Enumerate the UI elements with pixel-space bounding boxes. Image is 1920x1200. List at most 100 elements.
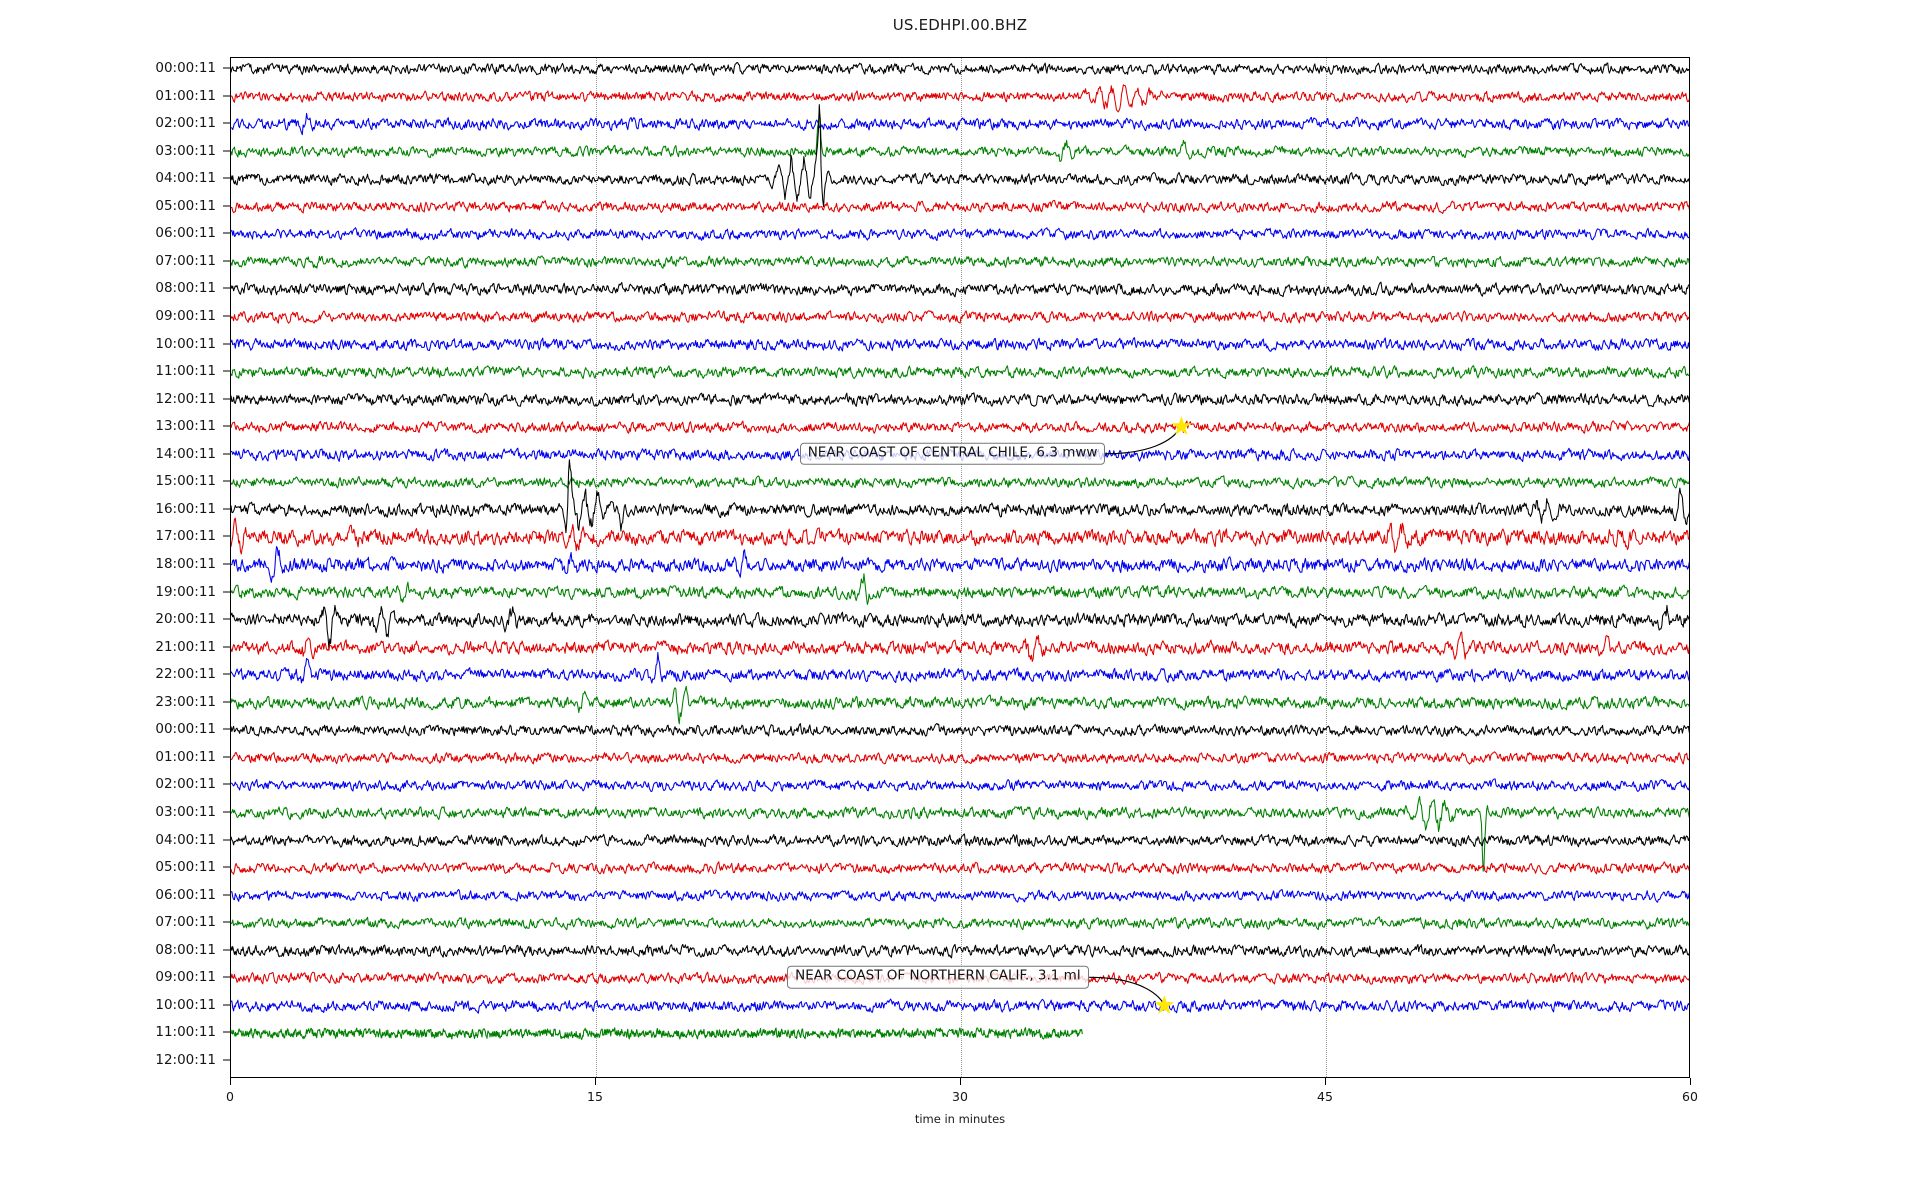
y-tick-mark-26 — [223, 783, 231, 785]
y-tick-mark-20 — [223, 618, 231, 620]
y-tick-label-20: 20:00:11 — [155, 611, 216, 628]
x-axis-label: time in minutes — [914, 1112, 1006, 1126]
y-tick-label-18: 18:00:11 — [155, 556, 216, 572]
y-tick-mark-34 — [223, 1004, 231, 1006]
event-star-icon-norcal-event[interactable]: ★ — [1153, 990, 1176, 1020]
y-tick-mark-7 — [223, 260, 231, 262]
trace-row-9 — [231, 310, 1689, 324]
trace-row-3 — [231, 112, 1689, 162]
trace-row-5 — [231, 199, 1689, 214]
x-tick-label-15: 15 — [587, 1089, 603, 1104]
y-tick-mark-22 — [223, 673, 231, 675]
annotation-chile-event[interactable]: NEAR COAST OF CENTRAL CHILE, 6.3 mww — [799, 442, 1106, 466]
y-tick-mark-33 — [223, 976, 231, 978]
trace-row-22 — [231, 652, 1689, 684]
trace-row-27 — [231, 796, 1689, 872]
y-tick-label-12: 12:00:11 — [155, 390, 216, 407]
y-tick-label-2: 02:00:11 — [155, 115, 216, 132]
trace-row-4 — [231, 104, 1689, 208]
y-tick-label-8: 08:00:11 — [155, 280, 216, 297]
y-tick-mark-32 — [223, 949, 231, 951]
y-tick-mark-1 — [223, 95, 231, 97]
trace-row-19 — [231, 573, 1689, 605]
trace-row-34 — [231, 998, 1689, 1014]
trace-row-2 — [231, 112, 1689, 136]
trace-row-18 — [231, 546, 1689, 583]
y-tick-label-10: 10:00:11 — [155, 335, 216, 352]
trace-row-7 — [231, 255, 1689, 269]
y-tick-mark-23 — [223, 701, 231, 703]
y-tick-label-17: 17:00:11 — [155, 528, 216, 545]
y-tick-mark-29 — [223, 866, 231, 868]
y-tick-label-22: 22:00:11 — [155, 666, 216, 683]
trace-row-26 — [231, 778, 1689, 793]
x-tick-mark-45 — [1325, 1078, 1326, 1085]
y-tick-mark-24 — [223, 728, 231, 730]
x-tick-label-0: 0 — [226, 1089, 234, 1104]
trace-row-13 — [231, 420, 1689, 434]
y-tick-mark-18 — [223, 563, 231, 565]
y-tick-label-14: 14:00:11 — [155, 445, 216, 462]
y-tick-label-1: 01:00:11 — [155, 87, 216, 104]
x-tick-label-60: 60 — [1682, 1089, 1698, 1104]
y-tick-label-0: 00:00:11 — [155, 60, 216, 76]
y-tick-mark-21 — [223, 646, 231, 648]
y-tick-label-29: 05:00:11 — [155, 859, 216, 876]
trace-row-0 — [231, 61, 1689, 76]
trace-row-24 — [231, 722, 1689, 738]
trace-row-25 — [231, 751, 1689, 765]
y-tick-mark-12 — [223, 398, 231, 400]
y-tick-mark-30 — [223, 894, 231, 896]
y-tick-mark-8 — [223, 287, 231, 289]
trace-row-21 — [231, 631, 1689, 662]
y-tick-label-9: 09:00:11 — [155, 308, 216, 324]
y-tick-mark-13 — [223, 425, 231, 427]
y-tick-mark-11 — [223, 370, 231, 372]
y-tick-mark-4 — [223, 177, 231, 179]
y-tick-label-30: 06:00:11 — [155, 886, 216, 903]
y-tick-mark-2 — [223, 122, 231, 124]
y-tick-label-7: 07:00:11 — [155, 252, 216, 269]
trace-row-6 — [231, 227, 1689, 242]
page-title: US.EDHPI.00.BHZ — [892, 16, 1028, 34]
trace-row-10 — [231, 337, 1689, 352]
y-tick-label-13: 13:00:11 — [155, 418, 216, 435]
trace-row-15 — [231, 475, 1689, 490]
y-tick-label-3: 03:00:11 — [155, 142, 216, 159]
trace-row-23 — [231, 685, 1689, 725]
x-tick-mark-60 — [1690, 1078, 1691, 1085]
x-tick-label-30: 30 — [952, 1089, 968, 1104]
trace-row-31 — [231, 916, 1689, 931]
y-tick-label-23: 23:00:11 — [155, 693, 216, 710]
y-tick-label-33: 09:00:11 — [155, 969, 216, 986]
y-tick-label-15: 15:00:11 — [155, 473, 216, 490]
plot-area — [230, 57, 1690, 1078]
trace-row-28 — [231, 833, 1689, 848]
y-tick-mark-35 — [223, 1031, 231, 1033]
x-tick-label-45: 45 — [1317, 1089, 1333, 1104]
y-tick-label-4: 04:00:11 — [155, 170, 216, 187]
trace-row-8 — [231, 281, 1689, 298]
y-tick-mark-10 — [223, 343, 231, 345]
trace-row-29 — [231, 861, 1689, 875]
y-tick-mark-5 — [223, 205, 231, 207]
trace-row-17 — [231, 517, 1689, 555]
y-tick-mark-36 — [223, 1059, 231, 1061]
annotation-norcal-event[interactable]: NEAR COAST OF NORTHERN CALIF., 3.1 ml — [787, 966, 1089, 989]
trace-row-11 — [231, 365, 1689, 380]
y-tick-mark-31 — [223, 921, 231, 923]
x-tick-mark-0 — [230, 1078, 231, 1085]
trace-row-16 — [231, 459, 1689, 534]
y-tick-mark-28 — [223, 839, 231, 841]
y-tick-label-25: 01:00:11 — [155, 748, 216, 765]
y-tick-label-5: 05:00:11 — [155, 197, 216, 214]
x-tick-mark-15 — [595, 1078, 596, 1085]
y-tick-mark-6 — [223, 232, 231, 234]
y-tick-label-36: 12:00:11 — [155, 1052, 216, 1068]
event-star-icon-chile-event[interactable]: ★ — [1170, 411, 1193, 441]
trace-row-1 — [231, 84, 1689, 113]
y-tick-label-32: 08:00:11 — [155, 941, 216, 958]
y-tick-label-6: 06:00:11 — [155, 225, 216, 242]
y-tick-mark-0 — [223, 67, 231, 69]
